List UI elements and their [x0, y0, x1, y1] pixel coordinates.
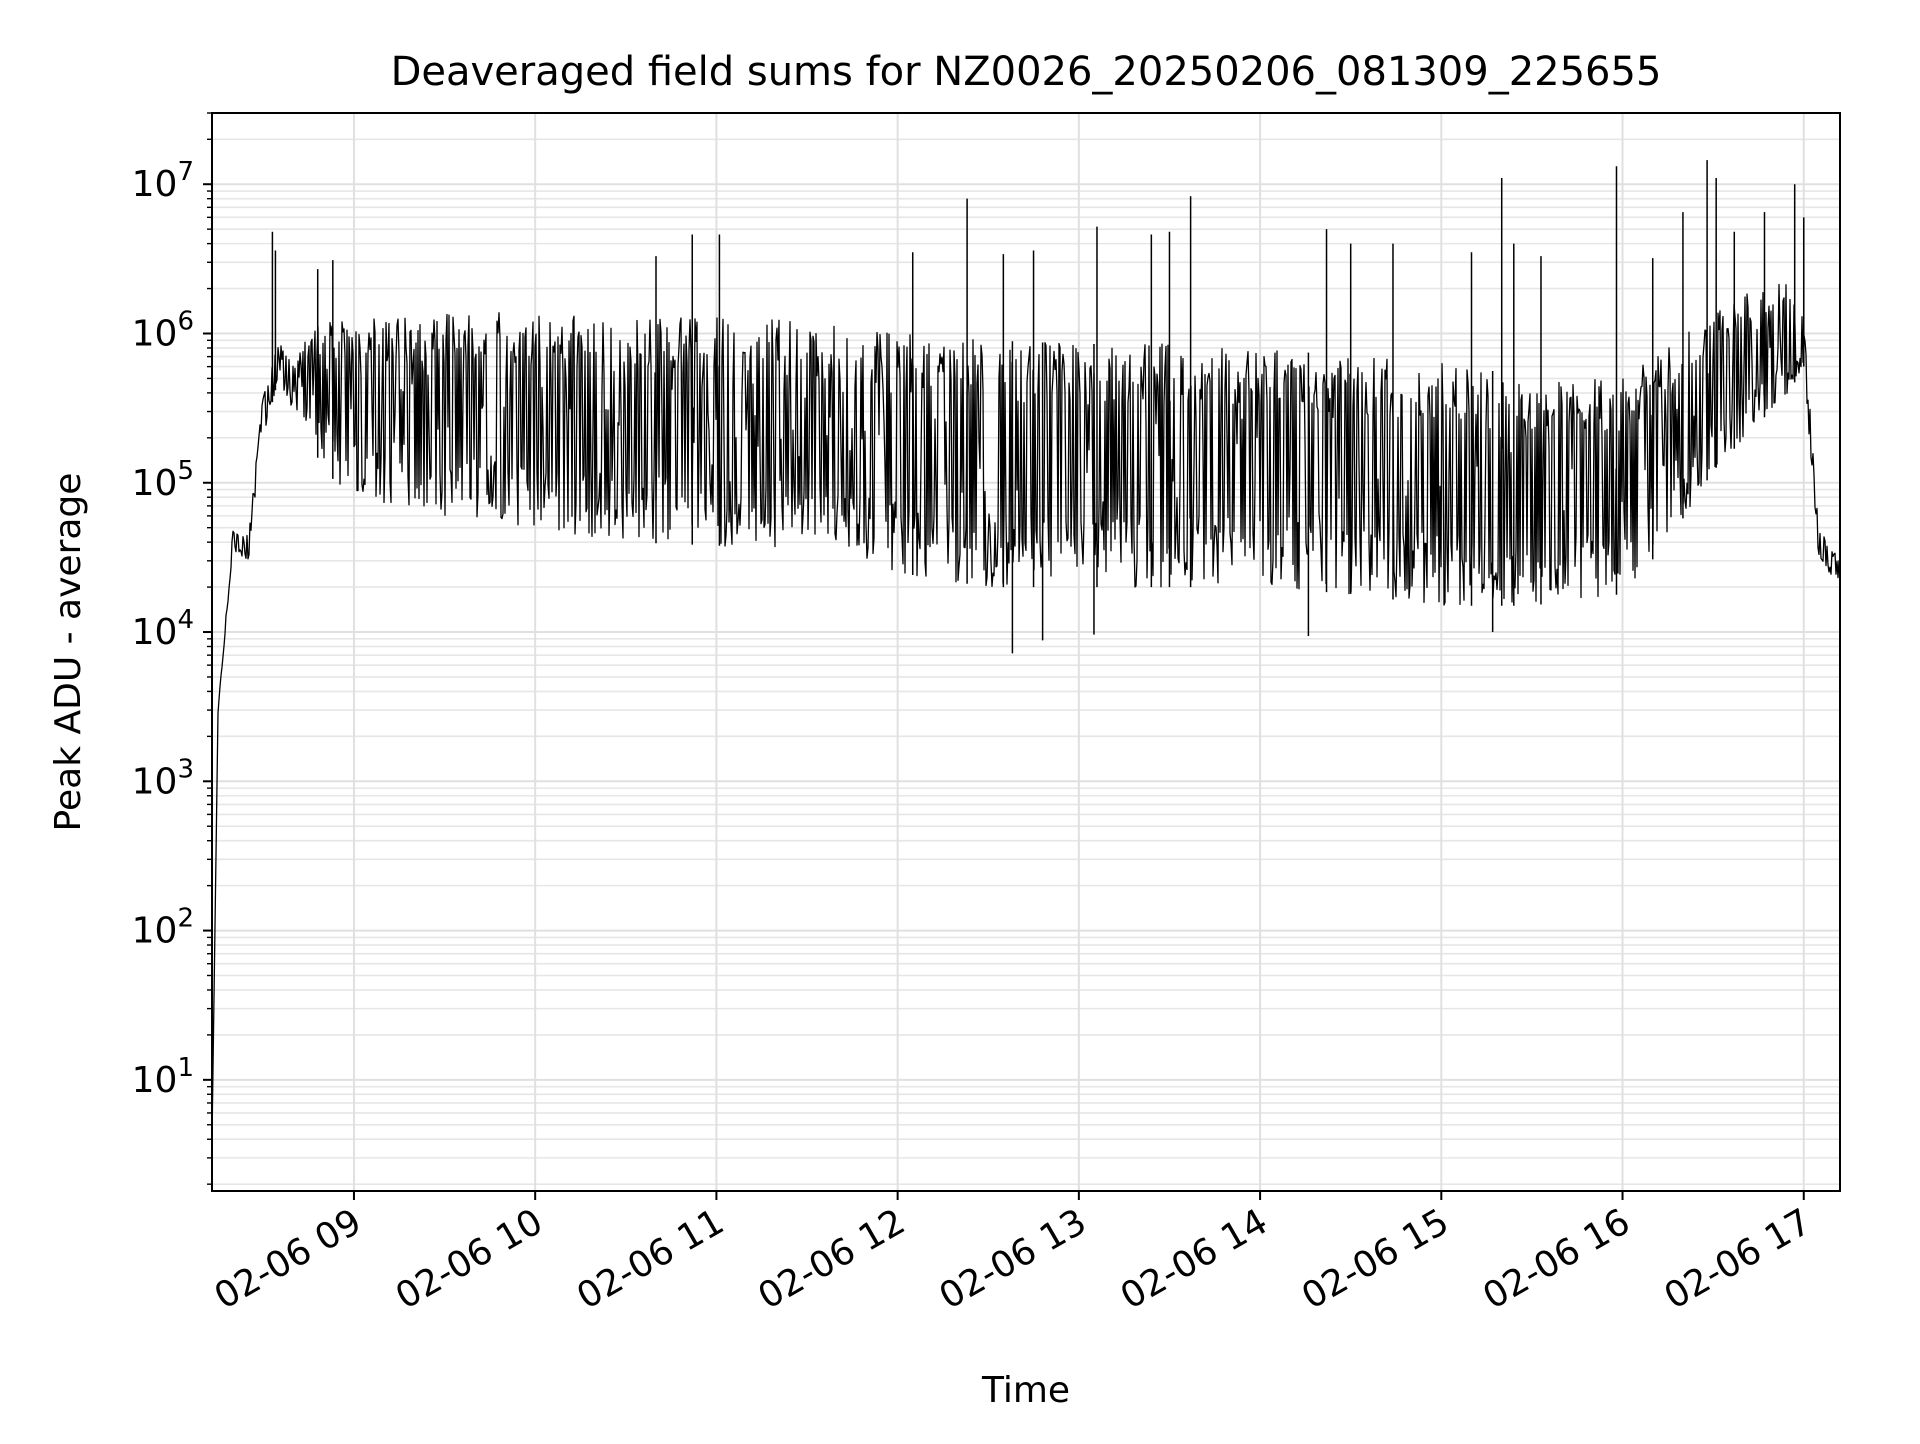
y-tick-label: 104	[132, 605, 194, 653]
y-tick-label: 105	[132, 456, 194, 504]
chart-title: Deaveraged field sums for NZ0026_2025020…	[391, 49, 1662, 95]
y-axis-label: Peak ADU - average	[48, 473, 89, 832]
y-tick-label: 103	[132, 754, 194, 802]
data-layer	[211, 160, 1841, 1140]
plot-frame	[211, 112, 1841, 1192]
series-line	[211, 283, 1841, 1140]
y-tick-label: 106	[132, 306, 194, 354]
y-tick-label: 101	[132, 1053, 194, 1101]
x-axis-label: Time	[981, 1370, 1070, 1411]
y-tick-label: 102	[132, 904, 194, 952]
y-tick-label: 107	[132, 157, 194, 205]
